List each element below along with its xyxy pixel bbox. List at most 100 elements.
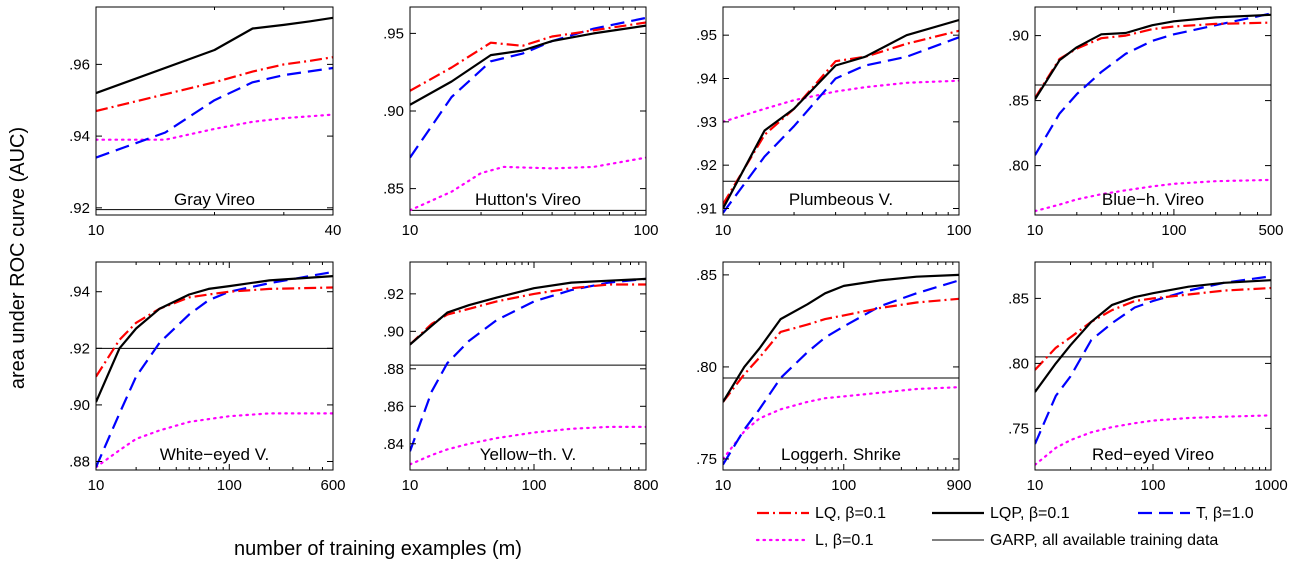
series-l: [1035, 178, 1271, 213]
chart-panels: 10 40 .92 .94 .96 Gray Vireo 10 100 .85 .90 .95 Hut…: [69, 6, 1288, 494]
y-tick-label: .80: [1008, 158, 1029, 175]
series-lq: [1035, 21, 1271, 99]
series-lq: [410, 283, 646, 346]
panel-title: Red−eyed Vireo: [1092, 445, 1214, 464]
y-tick-label: .95: [383, 25, 404, 42]
series-t: [410, 277, 646, 452]
y-tick-label: .75: [1008, 420, 1029, 437]
series-t: [723, 279, 959, 466]
y-tick-label: .90: [1008, 28, 1029, 45]
series-t: [1035, 12, 1271, 156]
series-lqp: [723, 18, 959, 210]
y-tick-label: .84: [383, 436, 404, 453]
y-tick-label: .80: [696, 359, 717, 376]
series-lqp: [96, 16, 333, 95]
legend-item-lqp: LQP, β=0.1: [932, 505, 1070, 522]
x-tick-label: 100: [1140, 477, 1165, 494]
y-tick-label: .96: [69, 56, 90, 73]
panel-title: Yellow−th. V.: [480, 445, 577, 464]
plot-frame: [722, 261, 960, 471]
panel-2: 10 100 .85 .90 .95 Hutton's Vireo: [383, 6, 659, 239]
series-lq: [96, 286, 333, 378]
series-t: [96, 66, 333, 159]
x-tick-label: 100: [521, 477, 546, 494]
y-axis-label: area under ROC curve (AUC): [7, 127, 29, 389]
x-tick-label: 10: [1027, 477, 1044, 494]
panel-title: Loggerh. Shrike: [781, 445, 901, 464]
y-tick-label: .94: [69, 128, 90, 145]
series-l: [410, 156, 646, 212]
y-tick-label: .92: [69, 200, 90, 217]
x-tick-label: 900: [946, 477, 971, 494]
y-tick-label: .80: [1008, 355, 1029, 372]
y-tick-label: .92: [696, 157, 717, 174]
x-tick-label: 10: [715, 222, 732, 239]
y-tick-label: .85: [1008, 290, 1029, 307]
panel-title: Gray Vireo: [174, 190, 255, 209]
plot-frame: [409, 6, 647, 216]
series-l: [1035, 414, 1271, 466]
y-tick-label: .91: [696, 201, 717, 218]
panel-8: 10 100 1000 .75 .80 .85 Red−eyed Vireo: [1008, 261, 1288, 494]
legend-item-garp: GARP, all available training data: [932, 532, 1218, 549]
panel-6: 10 100 800 .84 .86 .88 .90 .92 Yellow−th. V.: [383, 261, 659, 494]
y-tick-label: .90: [383, 323, 404, 340]
panel-title: Blue−h. Vireo: [1102, 190, 1204, 209]
legend-label: GARP, all available training data: [990, 532, 1218, 549]
x-tick-label: 10: [402, 477, 419, 494]
y-tick-label: .90: [383, 103, 404, 120]
series-t: [723, 36, 959, 214]
x-tick-label: 800: [633, 477, 658, 494]
series-lqp: [723, 273, 959, 403]
x-tick-label: 10: [715, 477, 732, 494]
y-tick-label: .94: [696, 71, 717, 88]
y-tick-label: .88: [69, 454, 90, 471]
series-lq: [410, 21, 646, 92]
x-tick-label: 10: [1027, 222, 1044, 239]
legend-label: LQ, β=0.1: [815, 505, 886, 522]
y-tick-label: .75: [696, 451, 717, 468]
series-l: [723, 386, 959, 461]
x-tick-label: 100: [831, 477, 856, 494]
series-t: [410, 16, 646, 159]
x-tick-label: 100: [1161, 222, 1186, 239]
y-tick-label: .92: [69, 340, 90, 357]
legend: LQ, β=0.1 LQP, β=0.1 T, β=1.0 L, β=0.1 GARP,…: [755, 505, 1254, 549]
series-l: [723, 79, 959, 123]
y-tick-label: .93: [696, 114, 717, 131]
x-tick-label: 100: [946, 222, 971, 239]
panel-5: 10 100 600 .88 .90 .92 .94 White−eyed V.: [69, 261, 346, 494]
x-tick-label: 100: [633, 222, 658, 239]
x-tick-label: 600: [320, 477, 345, 494]
panel-title: Plumbeous V.: [789, 190, 893, 209]
legend-label: LQP, β=0.1: [990, 505, 1070, 522]
legend-label: T, β=1.0: [1196, 505, 1254, 522]
panel-1: 10 40 .92 .94 .96 Gray Vireo: [69, 6, 342, 239]
x-tick-label: 500: [1258, 222, 1283, 239]
legend-item-t: T, β=1.0: [1138, 505, 1254, 522]
plot-frame: [95, 261, 334, 471]
series-t: [1035, 275, 1271, 445]
series-t: [96, 270, 333, 468]
plot-frame: [1034, 6, 1272, 216]
y-tick-label: .88: [383, 361, 404, 378]
legend-label: L, β=0.1: [815, 532, 874, 549]
x-tick-label: 10: [402, 222, 419, 239]
series-lq: [96, 56, 333, 113]
series-l: [96, 113, 333, 141]
series-lqp: [1035, 13, 1271, 100]
y-tick-label: .94: [69, 284, 90, 301]
y-tick-label: .85: [696, 267, 717, 284]
y-tick-label: .85: [383, 181, 404, 198]
x-tick-label: 10: [88, 477, 105, 494]
series-lqp: [96, 275, 333, 403]
series-lqp: [1035, 279, 1271, 393]
x-tick-label: 40: [325, 222, 342, 239]
y-tick-label: .95: [696, 27, 717, 44]
y-tick-label: .92: [383, 286, 404, 303]
panel-title: White−eyed V.: [160, 445, 269, 464]
y-tick-label: .86: [383, 398, 404, 415]
legend-item-lq: LQ, β=0.1: [757, 505, 886, 522]
series-lqp: [410, 277, 646, 346]
